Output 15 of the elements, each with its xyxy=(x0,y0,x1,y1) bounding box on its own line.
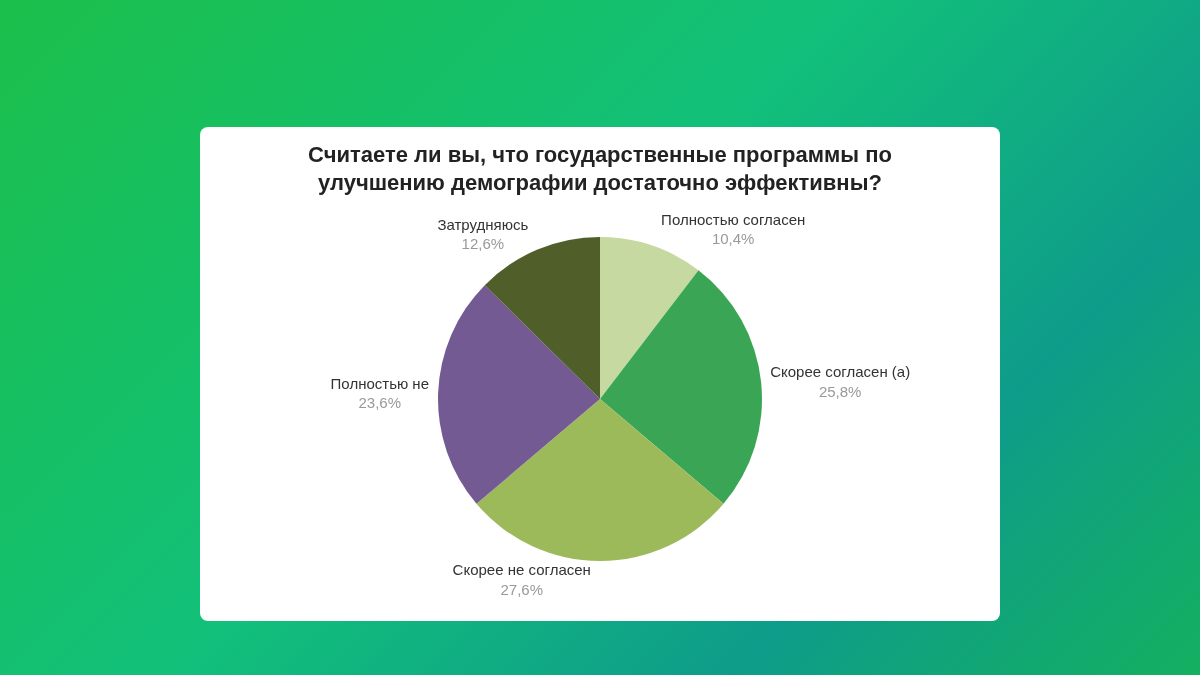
data-label: 25,8% xyxy=(818,382,862,400)
chart-title: Считаете ли вы, что государственные программы по улучшению демографии достаточно эффективны? xyxy=(308,141,892,196)
pie-slice xyxy=(600,237,699,399)
data-label: 27,6% xyxy=(500,580,544,598)
data-label: 23,6% xyxy=(358,394,402,412)
slice-label: Скорее согласен (а) xyxy=(770,363,911,381)
data-label: 10,4% xyxy=(711,230,755,248)
slice-label: Полностью не xyxy=(330,374,429,392)
data-label: 12,6% xyxy=(461,235,505,253)
pie-slice xyxy=(438,285,600,504)
slice-label: Полностью согласен xyxy=(661,210,806,228)
slice-label: Затрудняюсь xyxy=(437,215,529,233)
pie-slice xyxy=(600,270,762,504)
slice-label: Скорее не согласен xyxy=(452,561,591,578)
pie-slice xyxy=(476,399,724,561)
